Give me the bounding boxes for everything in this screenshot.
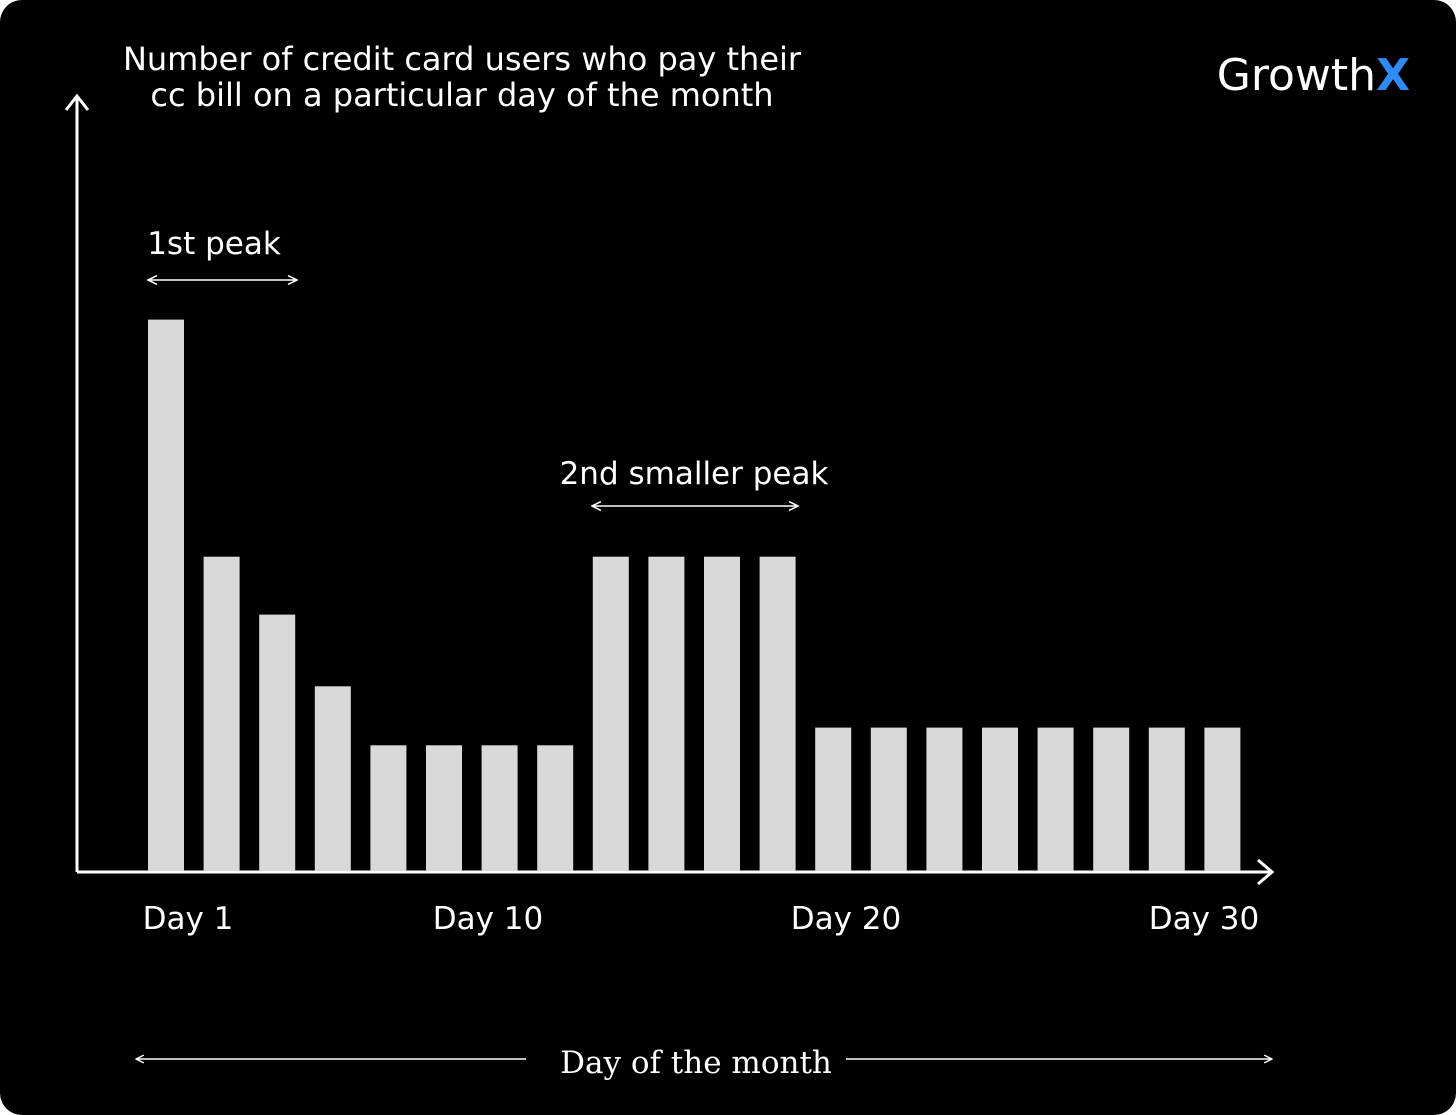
bar-1 xyxy=(148,319,184,872)
x-axis-arrowhead xyxy=(1257,858,1275,886)
bar-18 xyxy=(1093,727,1130,871)
growthx-logo: GrowthX xyxy=(1217,50,1410,101)
tick-label-day-10: Day 10 xyxy=(433,901,544,937)
bar-13 xyxy=(815,727,852,871)
bar-series xyxy=(148,319,1241,872)
tick-label-day-1: Day 1 xyxy=(143,901,234,937)
annotation-first-peak: 1st peak xyxy=(147,226,281,262)
bar-15 xyxy=(926,727,963,871)
bar-5 xyxy=(370,745,407,871)
logo-mark: X xyxy=(1376,50,1410,101)
tick-label-day-30: Day 30 xyxy=(1149,901,1260,937)
bar-19 xyxy=(1148,727,1185,871)
bar-17 xyxy=(1037,727,1074,871)
bar-11 xyxy=(704,556,740,871)
logo-text: Growth xyxy=(1217,50,1376,101)
y-axis-arrowhead xyxy=(64,93,90,111)
bar-7 xyxy=(481,745,518,871)
annotation-second-peak: 2nd smaller peak xyxy=(560,456,829,492)
x-axis-title: Day of the month xyxy=(560,1045,832,1081)
bar-4 xyxy=(314,686,351,871)
bar-12 xyxy=(759,556,796,871)
bar-14 xyxy=(870,727,907,871)
bar-8 xyxy=(537,745,574,871)
bar-10 xyxy=(648,556,685,871)
chart-title-line-2: cc bill on a particular day of the month xyxy=(150,76,773,114)
bar-16 xyxy=(982,727,1018,871)
bar-20 xyxy=(1204,727,1241,871)
chart-title-line-1: Number of credit card users who pay thei… xyxy=(123,40,802,78)
bar-2 xyxy=(203,556,240,871)
bar-9 xyxy=(592,556,629,871)
tick-label-day-20: Day 20 xyxy=(791,901,902,937)
bar-6 xyxy=(426,745,462,871)
bar-3 xyxy=(259,614,296,871)
